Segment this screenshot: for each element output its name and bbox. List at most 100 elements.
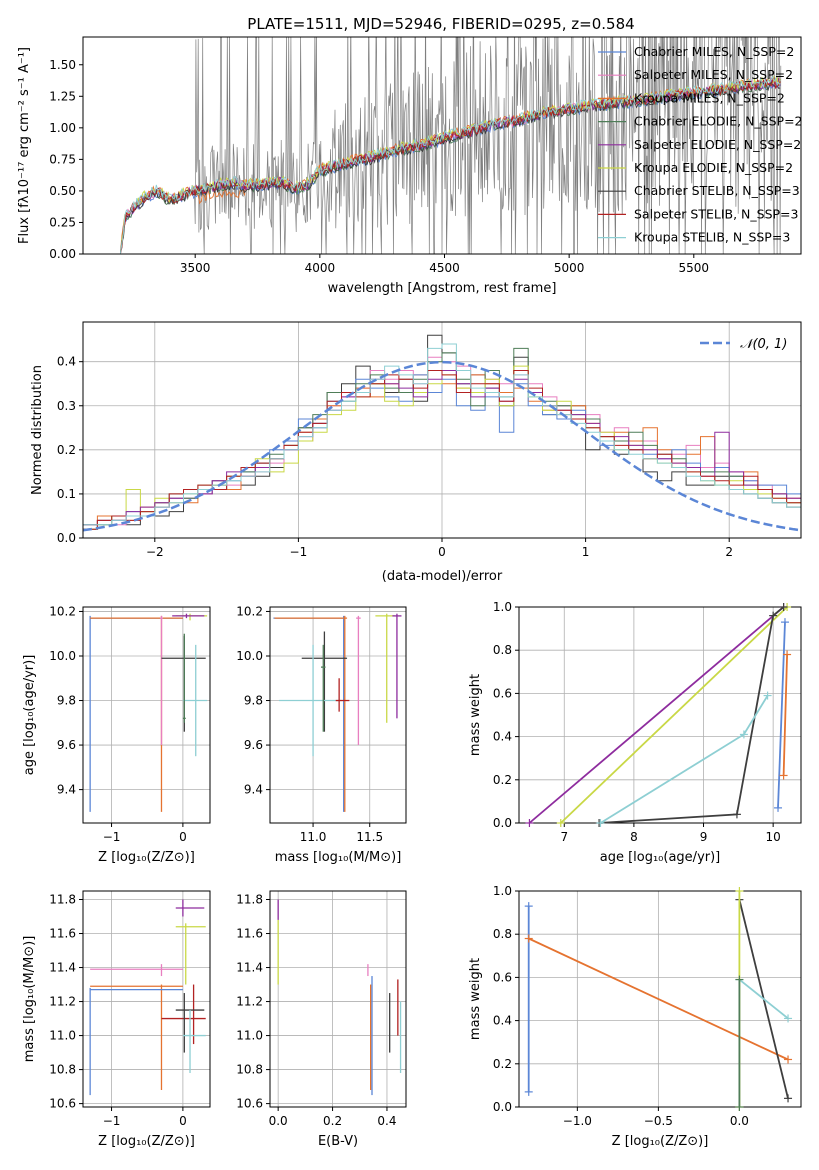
y-tick-label: 1.50 bbox=[49, 58, 76, 72]
y-axis-label: mass [log₁₀(M/M⊙)] bbox=[22, 936, 37, 1063]
y-tick-label: 11.6 bbox=[236, 927, 263, 941]
y-tick-label: 10.8 bbox=[49, 1063, 76, 1077]
y-tick-label: 1.00 bbox=[49, 121, 76, 135]
axes-frame bbox=[82, 890, 211, 1108]
normal-curve bbox=[82, 360, 802, 532]
x-tick-label: 11.0 bbox=[300, 830, 327, 844]
x-axis-label: E(B-V) bbox=[318, 1134, 358, 1149]
y-tick-label: 10.6 bbox=[236, 1097, 263, 1111]
y-axis-label: Flux [fλ10⁻¹⁷ erg cm⁻² s⁻¹ A⁻¹] bbox=[17, 47, 32, 244]
y-tick-label: 9.4 bbox=[244, 783, 263, 797]
x-tick-label: −2 bbox=[146, 545, 164, 559]
x-tick-label: 4500 bbox=[429, 261, 460, 275]
x-tick-label: 9 bbox=[700, 830, 708, 844]
panel-spectrum: 3500 4000 4500 5000 5500 0.00 0.25 0.50 0.75 1.00… bbox=[17, 36, 803, 296]
x-tick-label: 3500 bbox=[180, 261, 211, 275]
x-tick-label: −1 bbox=[103, 830, 121, 844]
axes-frame bbox=[82, 321, 802, 539]
model-kroupa_stelib-line bbox=[119, 75, 781, 254]
x-tick-label: 4000 bbox=[305, 261, 336, 275]
y-tick-label: 11.8 bbox=[236, 893, 263, 907]
y-tick-label: 1.0 bbox=[493, 600, 512, 614]
x-tick-label: 0.0 bbox=[730, 1114, 749, 1128]
x-axis-label: Z [log₁₀(Z/Z⊙)] bbox=[98, 850, 195, 865]
y-tick-label: 0.3 bbox=[57, 399, 76, 413]
figure-title: PLATE=1511, MJD=52946, FIBERID=0295, z=0… bbox=[247, 15, 634, 33]
x-axis-label: wavelength [Angstrom, rest frame] bbox=[328, 281, 557, 296]
y-tick-label: 10.2 bbox=[236, 604, 263, 618]
x-tick-label: 2 bbox=[725, 545, 733, 559]
x-tick-label: 0.2 bbox=[323, 1114, 342, 1128]
x-tick-label: 0.4 bbox=[377, 1114, 396, 1128]
x-tick-label: −1 bbox=[103, 1114, 121, 1128]
y-tick-label: 9.8 bbox=[57, 694, 76, 708]
x-tick-label: 5000 bbox=[554, 261, 585, 275]
y-tick-label: 0.8 bbox=[493, 643, 512, 657]
axes-frame bbox=[82, 36, 802, 255]
y-tick-label: 0.6 bbox=[493, 970, 512, 984]
legend-label: Kroupa STELIB, N_SSP=3 bbox=[634, 230, 790, 245]
axes-frame bbox=[269, 606, 407, 824]
legend-label: Chabrier MILES, N_SSP=2 bbox=[634, 44, 794, 59]
panel-age_vs_mass: 11.0 11.5 9.4 9.6 9.8 10.0 10.2 mass [log₁₀(M/M… bbox=[236, 604, 407, 865]
y-tick-label: 1.25 bbox=[49, 89, 76, 103]
x-axis-label: Z [log₁₀(Z/Z⊙)] bbox=[612, 1134, 709, 1149]
y-tick-label: 0.2 bbox=[493, 773, 512, 787]
y-tick-label: 0.8 bbox=[493, 927, 512, 941]
y-tick-label: 11.6 bbox=[49, 927, 76, 941]
x-axis-label: Z [log₁₀(Z/Z⊙)] bbox=[98, 1134, 195, 1149]
x-tick-label: 1 bbox=[582, 545, 590, 559]
axes-frame bbox=[518, 890, 802, 1108]
y-tick-label: 11.2 bbox=[49, 995, 76, 1009]
legend-label: Salpeter ELODIE, N_SSP=2 bbox=[634, 137, 801, 152]
x-tick-label: 10 bbox=[766, 830, 781, 844]
panel-mass_vs_Z: −1 0 10.6 10.8 11.0 11.2 11.4 11.6 11.8 Z [log₁₀(… bbox=[22, 890, 211, 1149]
x-tick-label: 0 bbox=[179, 1114, 187, 1128]
legend-label: Salpeter MILES, N_SSP=2 bbox=[634, 67, 793, 82]
y-tick-label: 0.4 bbox=[493, 730, 512, 744]
y-tick-label: 11.4 bbox=[236, 961, 263, 975]
y-tick-label: 0.2 bbox=[493, 1057, 512, 1071]
panel-residuals: −2 −1 0 1 2 0.0 0.1 0.2 0.3 0.4 (data-model)/error… bbox=[30, 321, 802, 584]
x-axis-label: mass [log₁₀(M/M⊙)] bbox=[275, 850, 402, 865]
x-tick-label: 8 bbox=[630, 830, 638, 844]
spectrum-lines bbox=[119, 37, 782, 254]
x-tick-label: 5500 bbox=[679, 261, 710, 275]
x-axis-label: (data-model)/error bbox=[382, 569, 503, 584]
weight-line bbox=[528, 606, 785, 824]
y-tick-label: 0.0 bbox=[493, 816, 512, 830]
y-tick-label: 11.2 bbox=[236, 995, 263, 1009]
y-axis-label: mass weight bbox=[468, 958, 483, 1040]
y-tick-label: 0.6 bbox=[493, 686, 512, 700]
y-tick-label: 9.4 bbox=[57, 783, 76, 797]
panel-mass_vs_ebv: 0.0 0.2 0.4 10.6 10.8 11.0 11.2 11.4 11.6 11.8 E(B… bbox=[236, 890, 407, 1149]
x-tick-label: −0.5 bbox=[644, 1114, 673, 1128]
spectrum-legend: Chabrier MILES, N_SSP=2 Salpeter MILES, N… bbox=[598, 44, 803, 245]
y-axis-label: Normed distribution bbox=[30, 365, 45, 495]
x-tick-label: 7 bbox=[560, 830, 568, 844]
observed-spectrum-line bbox=[120, 37, 782, 254]
x-tick-label: 0 bbox=[438, 545, 446, 559]
weight-line bbox=[600, 695, 769, 824]
y-tick-label: 0.00 bbox=[49, 247, 76, 261]
model-salpeter_stelib-line bbox=[119, 76, 781, 254]
weight-line bbox=[777, 622, 786, 808]
x-tick-label: 11.5 bbox=[356, 830, 383, 844]
y-tick-label: 9.6 bbox=[244, 738, 263, 752]
panel-mass_weight_vs_Z: −1.0 −0.5 0.0 0.0 0.2 0.4 0.6 0.8 1.0 Z [log₁₀(Z/… bbox=[468, 884, 802, 1149]
y-axis-label: mass weight bbox=[468, 674, 483, 756]
y-tick-label: 10.6 bbox=[49, 1097, 76, 1111]
legend-label: Chabrier ELODIE, N_SSP=2 bbox=[634, 114, 803, 129]
y-tick-label: 10.8 bbox=[236, 1063, 263, 1077]
y-tick-label: 11.8 bbox=[49, 893, 76, 907]
y-tick-label: 0.2 bbox=[57, 443, 76, 457]
x-tick-label: 0 bbox=[179, 830, 187, 844]
legend-label: 𝒩(0, 1) bbox=[740, 337, 787, 352]
y-tick-label: 0.1 bbox=[57, 487, 76, 501]
axes-frame bbox=[518, 606, 802, 824]
y-tick-label: 0.4 bbox=[57, 355, 76, 369]
histogram-step bbox=[83, 343, 801, 526]
legend-label: Kroupa MILES, N_SSP=2 bbox=[634, 90, 785, 105]
panel-mass_weight_vs_age: 7 8 9 10 0.0 0.2 0.4 0.6 0.8 1.0 age [log₁₀(age/yr… bbox=[468, 600, 802, 865]
